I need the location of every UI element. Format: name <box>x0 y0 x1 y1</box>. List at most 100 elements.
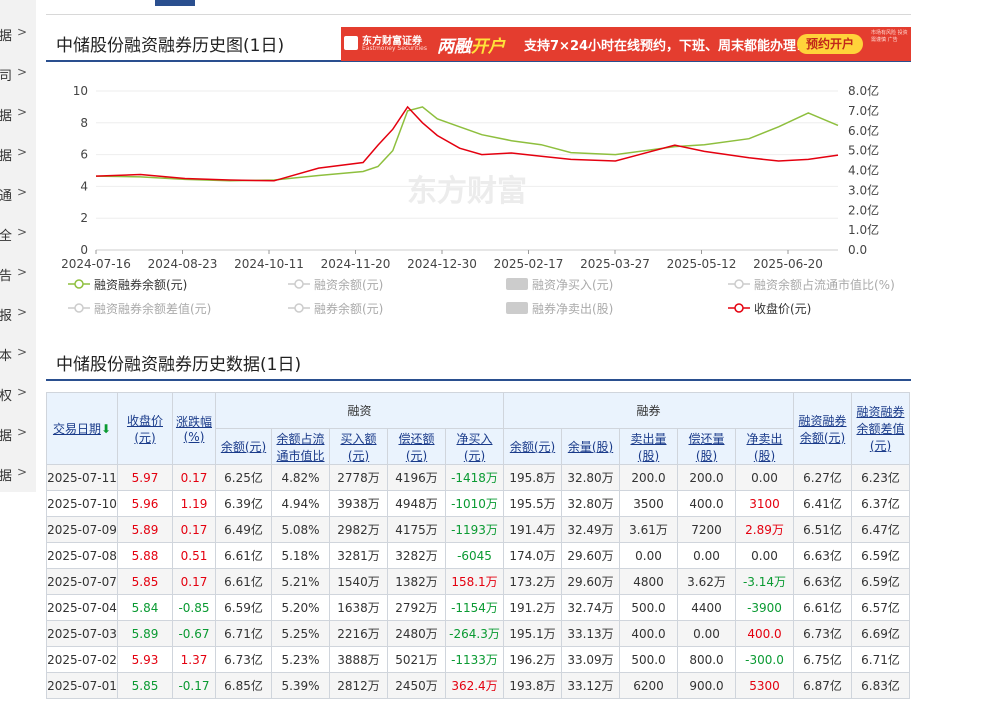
cell-rq-sell: 0.00 <box>619 542 678 569</box>
cell-rq-bal: 193.8万 <box>503 672 562 699</box>
col-total-balance[interactable]: 融资融券 余额(元) <box>793 392 852 465</box>
cell-rq-net: 0.00 <box>735 464 794 491</box>
sidenav-item-label: 司 <box>0 69 13 84</box>
sort-by-change-link[interactable]: 涨跌幅 (%) <box>175 415 212 444</box>
ad-banner[interactable]: 东方财富证券 Eastmoney Securities 两融开户 支持7×24小… <box>341 27 911 61</box>
sidenav-item[interactable]: 司 > <box>0 63 36 87</box>
cell-rq-net: -3900 <box>735 594 794 621</box>
sidenav-item[interactable]: 据 > <box>0 423 36 447</box>
x-tick-label: 2024-11-20 <box>321 257 391 271</box>
sidenav-item[interactable]: 本 > <box>0 343 36 367</box>
sidenav-item[interactable]: 据 > <box>0 463 36 487</box>
cell-rq-bal: 195.5万 <box>503 490 562 517</box>
table-row: 2025-07-03 5.89 -0.67 6.71亿 5.25% 2216万 2480万 -… <box>46 620 910 647</box>
col-rz-repay[interactable]: 偿还额 (元) <box>387 428 446 465</box>
col-rq-sell[interactable]: 卖出量 (股) <box>619 428 678 465</box>
sidenav-item-label: 据 <box>0 109 13 124</box>
sort-desc-icon: ⬇ <box>100 422 112 436</box>
col-balance-diff[interactable]: 融资融券 余额差值 (元) <box>851 392 910 465</box>
cell-rz-repay: 4948万 <box>387 490 446 517</box>
reserve-account-button[interactable]: 预约开户 <box>797 34 863 54</box>
sort-by-rq-repay-link[interactable]: 偿还量 (股) <box>688 431 725 463</box>
sort-by-rz-balance-link[interactable]: 余额(元) <box>220 440 267 454</box>
sort-by-rq-net-link[interactable]: 净卖出 (股) <box>746 431 783 463</box>
series-line-1[interactable] <box>95 105 839 182</box>
table-row: 2025-07-04 5.84 -0.85 6.59亿 5.20% 1638万 2792万 -… <box>46 594 910 621</box>
sort-by-diff-link[interactable]: 融资融券 余额差值 (元) <box>856 405 905 453</box>
cell-rq-vol: 32.74万 <box>561 594 620 621</box>
col-rq-repay[interactable]: 偿还量 (股) <box>677 428 736 465</box>
table-row: 2025-07-09 5.89 0.17 6.49亿 5.08% 2982万 4175万 -1… <box>46 516 910 543</box>
sidenav-item[interactable]: 报 > <box>0 303 36 327</box>
col-rq-volume[interactable]: 余量(股) <box>561 428 620 465</box>
banner-brand-en: Eastmoney Securities <box>362 45 427 52</box>
chevron-right-icon: > <box>17 145 28 159</box>
active-tab-indicator <box>155 0 195 6</box>
y-right-tick-label: 1.0亿 <box>848 222 879 237</box>
chevron-right-icon: > <box>17 225 28 239</box>
sidenav-item[interactable]: 据 > <box>0 143 36 167</box>
sort-by-date-link[interactable]: 交易日期 <box>52 422 101 436</box>
sidenav-item[interactable]: 全 > <box>0 223 36 247</box>
cell-rz-buy: 3888万 <box>329 646 388 673</box>
cell-date: 2025-07-07 <box>46 568 118 595</box>
table-row: 2025-07-10 5.96 1.19 6.39亿 4.94% 3938万 4948万 -1… <box>46 490 910 517</box>
cell-rz-buy: 3281万 <box>329 542 388 569</box>
cell-diff: 6.57亿 <box>851 594 910 621</box>
col-trade-date[interactable]: 交易日期⬇ <box>46 392 118 465</box>
cell-date: 2025-07-03 <box>46 620 118 647</box>
cell-close: 5.88 <box>117 542 173 569</box>
sidenav-item[interactable]: 权 > <box>0 383 36 407</box>
sidenav-item-label: 据 <box>0 149 13 164</box>
sidenav-item[interactable]: 通 > <box>0 183 36 207</box>
chart-watermark: 东方财富 <box>407 174 527 209</box>
legend-label: 融资余额(元) <box>314 278 384 292</box>
y-right-tick-label: 7.0亿 <box>848 103 879 118</box>
banner-headline-b: 开户 <box>471 37 505 57</box>
sidenav-item-label: 权 <box>0 389 13 404</box>
cell-chg: 0.17 <box>172 464 216 491</box>
cell-date: 2025-07-04 <box>46 594 118 621</box>
cell-close: 5.97 <box>117 464 173 491</box>
cell-rq-bal: 191.2万 <box>503 594 562 621</box>
x-tick-label: 2025-03-27 <box>580 257 650 271</box>
col-close-price[interactable]: 收盘价 (元) <box>117 392 173 465</box>
cell-rq-sell: 6200 <box>619 672 678 699</box>
cell-rq-repay: 3.62万 <box>677 568 736 595</box>
cell-rq-vol: 32.80万 <box>561 464 620 491</box>
margin-history-chart[interactable]: 东方财富 0 2 4 6 8 10 0.0 1.0亿 2.0亿 3.0亿 4.0亿 5.0亿 6.0亿 7.… <box>46 76 911 274</box>
series-line-0[interactable] <box>95 106 839 182</box>
cell-rq-sell: 500.0 <box>619 594 678 621</box>
sort-by-rq-sell-link[interactable]: 卖出量 (股) <box>630 431 667 463</box>
cell-close: 5.89 <box>117 620 173 647</box>
col-rq-balance[interactable]: 余额(元) <box>503 428 562 465</box>
y-right-tick-label: 4.0亿 <box>848 163 879 178</box>
col-change-pct[interactable]: 涨跌幅 (%) <box>172 392 216 465</box>
col-rz-balance[interactable]: 余额(元) <box>215 428 272 465</box>
cell-rz-bal: 6.73亿 <box>215 646 272 673</box>
sort-by-rz-repay-link[interactable]: 偿还额 (元) <box>398 431 435 463</box>
x-tick-label: 2024-10-11 <box>234 257 304 271</box>
sort-by-rq-volume-link[interactable]: 余量(股) <box>567 440 614 454</box>
sort-by-close-link[interactable]: 收盘价 (元) <box>126 413 163 445</box>
col-rz-ratio[interactable]: 余额占流 通市值比 <box>271 428 330 465</box>
table-row: 2025-07-01 5.85 -0.17 6.85亿 5.39% 2812万 2450万 3… <box>46 672 910 699</box>
col-rz-buy[interactable]: 买入额 (元) <box>329 428 388 465</box>
sidenav-item[interactable]: 据 > <box>0 103 36 127</box>
col-rz-net[interactable]: 净买入 (元) <box>445 428 504 465</box>
sidenav-item-label: 据 <box>0 469 13 484</box>
sidenav-item[interactable]: 告 > <box>0 263 36 287</box>
margin-history-table: 交易日期⬇ 收盘价 (元) 涨跌幅 (%) 融资 融券 融资融券 余额(元) 融资融券… <box>46 392 910 699</box>
cell-rz-net: -1193万 <box>445 516 504 543</box>
col-rq-net[interactable]: 净卖出 (股) <box>735 428 794 465</box>
sort-by-rz-buy-link[interactable]: 买入额 (元) <box>340 431 377 463</box>
cell-rz-buy: 2812万 <box>329 672 388 699</box>
cell-diff: 6.71亿 <box>851 646 910 673</box>
sort-by-rz-ratio-link[interactable]: 余额占流 通市值比 <box>276 431 325 463</box>
sidenav-item[interactable]: 据 > <box>0 23 36 47</box>
sort-by-rz-net-link[interactable]: 净买入 (元) <box>456 431 493 463</box>
cell-rz-ratio: 5.18% <box>271 542 330 569</box>
cell-total: 6.27亿 <box>793 464 852 491</box>
sort-by-total-link[interactable]: 融资融券 余额(元) <box>798 413 847 445</box>
sort-by-rq-balance-link[interactable]: 余额(元) <box>509 440 556 454</box>
